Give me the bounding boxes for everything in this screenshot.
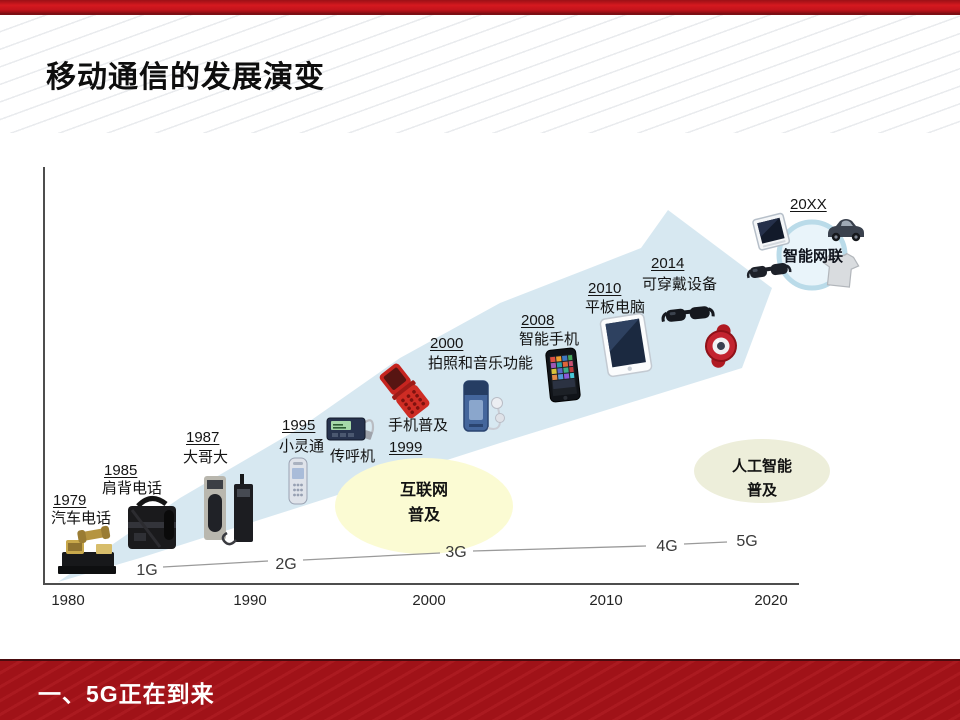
milestone-year-2008: 2008	[521, 312, 555, 329]
milestone-label-tablet: 平板电脑	[585, 299, 646, 316]
x-tick-2020: 2020	[754, 592, 788, 609]
smart-watch-icon	[705, 324, 737, 368]
milestone-label-pager: 传呼机	[330, 448, 376, 465]
milestone-year-20xx: 20XX	[790, 196, 827, 213]
internet-callout-ellipse	[335, 458, 513, 554]
car-phone-icon	[58, 525, 116, 574]
diagonal-hatch-band	[0, 15, 960, 133]
milestone-label-shoulder-phone: 肩背电话	[102, 480, 163, 497]
connected-car-icon	[828, 219, 864, 242]
milestone-label-mobile-popular: 手机普及	[388, 417, 449, 434]
pager-icon	[326, 417, 375, 441]
milestone-year-1979: 1979	[53, 492, 87, 509]
ai-callout-line2: 普及	[746, 482, 778, 499]
milestone-year-2014: 2014	[651, 255, 685, 272]
internet-callout-line1: 互联网	[399, 482, 449, 499]
smart-glasses-icon	[661, 306, 715, 322]
milestone-year-1999: 1999	[389, 439, 423, 456]
gen-label-4g: 4G	[656, 538, 678, 555]
milestone-label-smartphone: 智能手机	[519, 331, 580, 348]
brick-phone-icon	[204, 474, 253, 546]
connected-tablet-icon	[752, 212, 791, 251]
milestone-year-2010: 2010	[588, 280, 622, 297]
gen-label-2g: 2G	[275, 556, 297, 573]
gen-label-5g: 5G	[736, 533, 758, 550]
page-title: 移动通信的发展演变	[46, 61, 325, 94]
connected-shirt-icon	[821, 251, 860, 288]
music-player-icon	[463, 380, 505, 432]
flip-phone-icon	[379, 363, 430, 419]
tablet-icon	[599, 312, 653, 378]
milestone-year-1995: 1995	[282, 417, 316, 434]
milestone-year-1987: 1987	[186, 429, 220, 446]
connected-glasses-icon	[746, 263, 792, 279]
gen-label-3g: 3G	[445, 544, 467, 561]
milestone-label-wearables: 可穿戴设备	[642, 276, 718, 293]
footer-bar: 一、5G正在到来	[0, 659, 960, 720]
smartphone-icon	[545, 347, 581, 403]
internet-callout-line2: 普及	[407, 507, 441, 524]
gen-connector-2g-3g	[302, 552, 441, 561]
gen-connector-3g-4g	[472, 545, 647, 552]
x-tick-2010: 2010	[589, 592, 623, 609]
top-accent-bar	[0, 0, 960, 15]
phs-phone-icon	[288, 457, 308, 505]
gen-label-1g: 1G	[136, 562, 158, 579]
x-tick-1980: 1980	[51, 592, 85, 609]
ai-callout-line1: 人工智能	[731, 458, 793, 475]
gen-connector-4g-5g	[683, 541, 728, 545]
x-tick-2000: 2000	[412, 592, 446, 609]
milestone-label-camera-music: 拍照和音乐功能	[428, 355, 534, 372]
milestone-label-car-phone: 汽车电话	[51, 510, 112, 527]
x-tick-1990: 1990	[233, 592, 267, 609]
shoulder-phone-icon	[128, 496, 176, 549]
footer-title: 一、5G正在到来	[38, 680, 215, 707]
milestone-year-2000: 2000	[430, 335, 464, 352]
milestone-label-smart-connect: 智能网联	[782, 248, 844, 265]
milestone-year-1985: 1985	[104, 462, 138, 479]
milestone-label-phs: 小灵通	[279, 438, 325, 455]
gen-connector-1g-2g	[162, 560, 269, 568]
ai-callout-ellipse	[694, 439, 830, 503]
milestone-label-brick-phone: 大哥大	[183, 449, 229, 466]
